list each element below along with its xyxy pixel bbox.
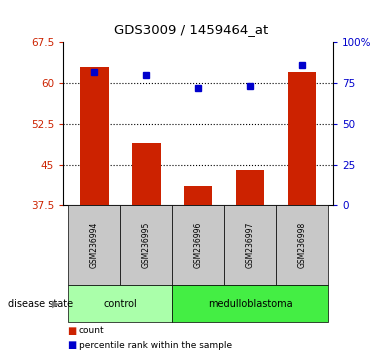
Bar bbox=[80, 67, 109, 205]
Text: GSM236996: GSM236996 bbox=[194, 222, 203, 268]
Text: GSM236994: GSM236994 bbox=[90, 222, 99, 268]
Bar bbox=[236, 170, 264, 205]
Bar bbox=[184, 186, 213, 205]
Bar bbox=[288, 72, 316, 205]
Bar bbox=[132, 143, 160, 205]
Text: GSM236997: GSM236997 bbox=[246, 222, 255, 268]
Text: ■: ■ bbox=[67, 340, 76, 350]
Text: GDS3009 / 1459464_at: GDS3009 / 1459464_at bbox=[115, 23, 268, 36]
Text: medulloblastoma: medulloblastoma bbox=[208, 298, 293, 309]
Text: control: control bbox=[103, 298, 137, 309]
Text: percentile rank within the sample: percentile rank within the sample bbox=[79, 341, 232, 350]
Text: disease state: disease state bbox=[8, 298, 73, 309]
Text: GSM236995: GSM236995 bbox=[142, 222, 151, 268]
Text: count: count bbox=[79, 326, 104, 336]
Text: ▶: ▶ bbox=[52, 298, 59, 309]
Text: GSM236998: GSM236998 bbox=[298, 222, 306, 268]
Text: ■: ■ bbox=[67, 326, 76, 336]
